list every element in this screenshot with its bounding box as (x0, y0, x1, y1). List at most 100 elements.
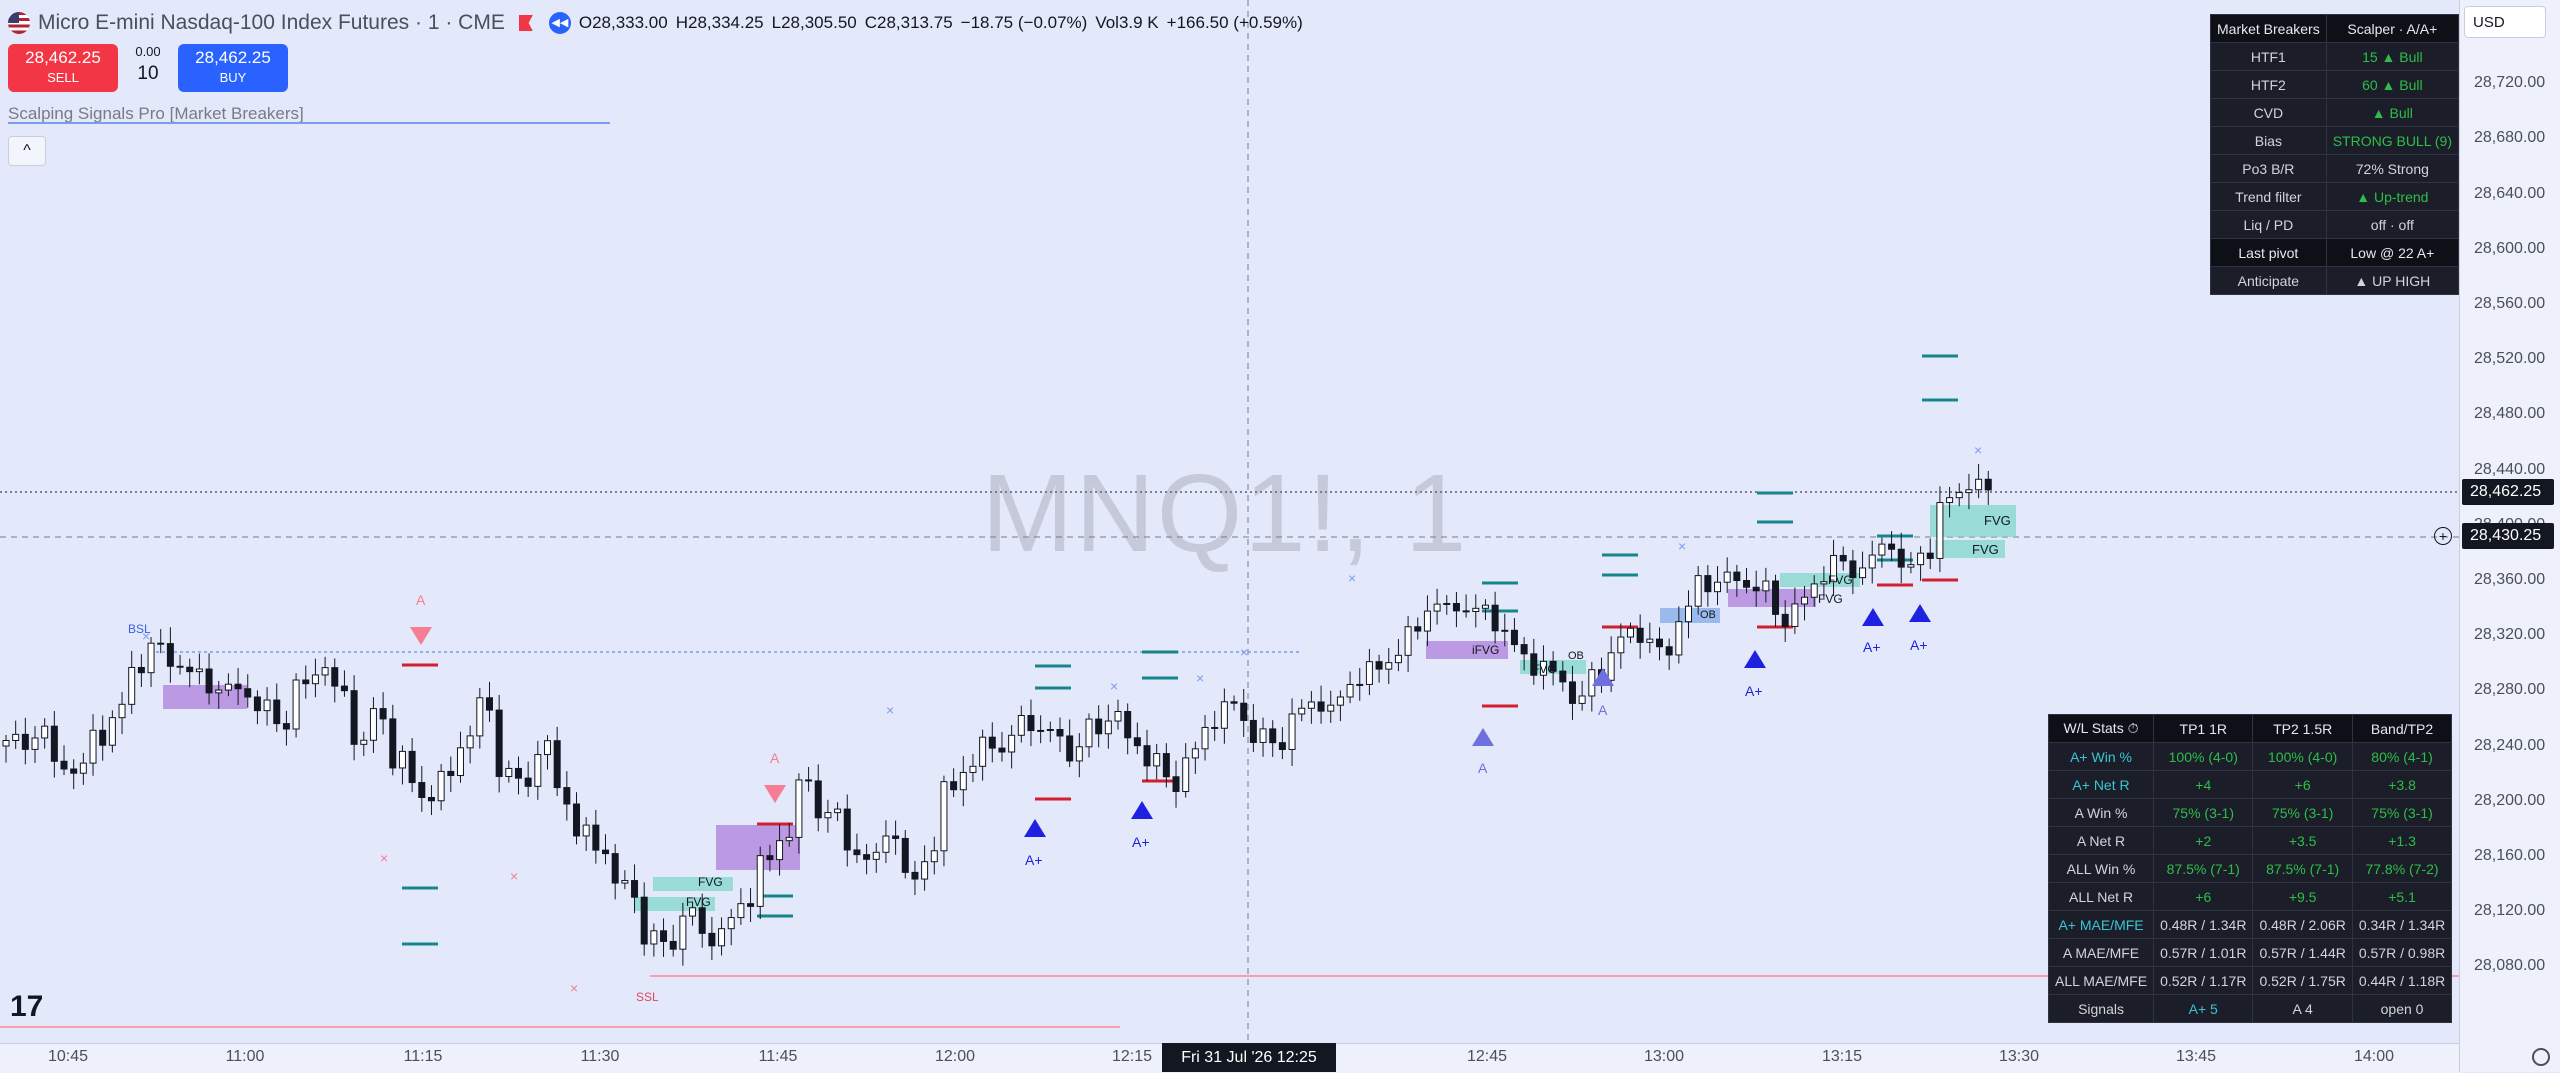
ohlc-change: −18.75 (−0.07%) (960, 13, 1088, 32)
candle-down (998, 747, 1006, 753)
candle-up (1501, 629, 1509, 632)
ohlc-low: L28,305.50 (771, 13, 857, 32)
candle-down (427, 796, 435, 802)
replay-icon[interactable]: ◀◀ (548, 12, 571, 34)
flag-marker-icon[interactable] (518, 15, 533, 31)
wl-cell: +6 (2153, 882, 2254, 911)
indicator-legend[interactable]: Scalping Signals Pro [Market Breakers] (8, 104, 304, 123)
candle-up (118, 703, 126, 719)
candle-down (1781, 613, 1789, 627)
candle-down (408, 750, 416, 784)
buy-button[interactable]: 28,462.25 BUY (178, 44, 288, 92)
candle-up (1298, 707, 1306, 715)
x-marker: × (1348, 570, 1357, 586)
wl-cell: 0.57R / 1.01R (2153, 938, 2254, 967)
x-marker: × (570, 980, 579, 996)
indicator-legend-underline (8, 122, 610, 124)
x-marker: × (1678, 538, 1687, 554)
candle-up (1917, 552, 1925, 566)
tradingview-logo-icon[interactable]: 17 (10, 990, 44, 1023)
add-alert-plus-icon[interactable]: + (2434, 527, 2452, 545)
wl-cell: 77.8% (7-2) (2351, 854, 2453, 883)
candle-down (1162, 753, 1170, 778)
candle-up (872, 851, 880, 860)
candle-up (1356, 683, 1364, 686)
wl-cell: +2 (2153, 826, 2254, 855)
candle-down (389, 718, 397, 769)
symbol-watermark: MNQ1!, 1 (981, 452, 1469, 575)
candle-up (679, 915, 687, 950)
wl-cell: A+ 5 (2153, 994, 2254, 1023)
wl-cell: 100% (4-0) (2153, 742, 2254, 771)
candle-down (1230, 701, 1238, 704)
wl-row-label: A Net R (2047, 826, 2155, 855)
candle-up (1578, 695, 1586, 704)
candle-up (930, 850, 938, 863)
chart-area[interactable]: BSL SSL FVG FVG FVG FVG FVG FVG FVG iFVG… (0, 0, 2459, 1043)
candle-down (1211, 726, 1219, 729)
settings-icon[interactable] (2532, 1048, 2550, 1066)
candle-up (689, 907, 697, 917)
candle-up (321, 667, 329, 676)
mb-row-label: Liq / PD (2210, 210, 2327, 239)
wl-row-label: Signals (2047, 994, 2155, 1023)
candle-up (1472, 607, 1480, 613)
mb-row-label: Trend filter (2210, 182, 2327, 211)
candle-up (1404, 626, 1412, 656)
candle-down (863, 854, 871, 860)
mb-row-label: CVD (2210, 98, 2327, 127)
candle-up (776, 840, 784, 861)
candle-down (708, 932, 716, 947)
candle-up (466, 735, 474, 749)
candle-down (302, 679, 310, 685)
candle-up (1443, 602, 1451, 605)
candle-down (660, 930, 668, 942)
candle-down (766, 855, 774, 861)
wl-cell: 87.5% (7-1) (2252, 854, 2353, 883)
candle-up (543, 740, 551, 756)
wl-cell: +1.3 (2351, 826, 2453, 855)
mb-row-value: 15 ▲ Bull (2325, 42, 2459, 71)
candle-down (1665, 646, 1673, 656)
x-marker: × (886, 702, 895, 718)
candle-down (1240, 702, 1248, 721)
candle-down (1133, 737, 1141, 747)
candle-down (1772, 580, 1780, 615)
candle-down (814, 780, 822, 819)
candle-up (1539, 660, 1547, 676)
candle-up (1153, 753, 1161, 767)
candle-up (89, 729, 97, 764)
collapse-legend-button[interactable]: ^ (8, 136, 46, 166)
x-marker: × (1974, 442, 1983, 458)
candle-up (1288, 713, 1296, 750)
candle-down (1984, 478, 1992, 491)
candle-up (398, 750, 406, 769)
wl-cell: 0.34R / 1.34R (2351, 910, 2453, 939)
candle-up (1868, 554, 1876, 569)
symbol-title[interactable]: Micro E-mini Nasdaq-100 Index Futures · … (38, 11, 505, 34)
fvg-label: FVG (698, 875, 723, 889)
wl-cell: +3.8 (2351, 770, 2453, 799)
wl-row-label: A+ MAE/MFE (2047, 910, 2155, 939)
signal-label-a-plus: A+ (1745, 683, 1763, 699)
candle-up (718, 928, 726, 947)
candle-up (1008, 734, 1016, 753)
candle-up (476, 697, 484, 737)
candlestick-chart[interactable] (0, 0, 2459, 1043)
currency-selector[interactable]: USD (2464, 6, 2546, 38)
candle-up (1714, 581, 1722, 593)
volume: Vol3.9 K (1095, 13, 1159, 32)
candle-up (1607, 652, 1615, 681)
candle-up (1114, 710, 1122, 722)
ohlc-open: O28,333.00 (578, 13, 668, 32)
candle-up (1104, 720, 1112, 735)
quantity-box[interactable]: 0.00 10 (135, 44, 161, 84)
mb-row-value: off · off (2325, 210, 2459, 239)
wl-row-label: A Win % (2047, 798, 2155, 827)
symbol-header[interactable]: Micro E-mini Nasdaq-100 Index Futures · … (8, 8, 1311, 38)
candle-down (988, 736, 996, 749)
candle-down (1849, 560, 1857, 579)
candle-down (573, 803, 581, 837)
candle-down (669, 940, 677, 950)
sell-button[interactable]: 28,462.25 SELL (8, 44, 118, 92)
